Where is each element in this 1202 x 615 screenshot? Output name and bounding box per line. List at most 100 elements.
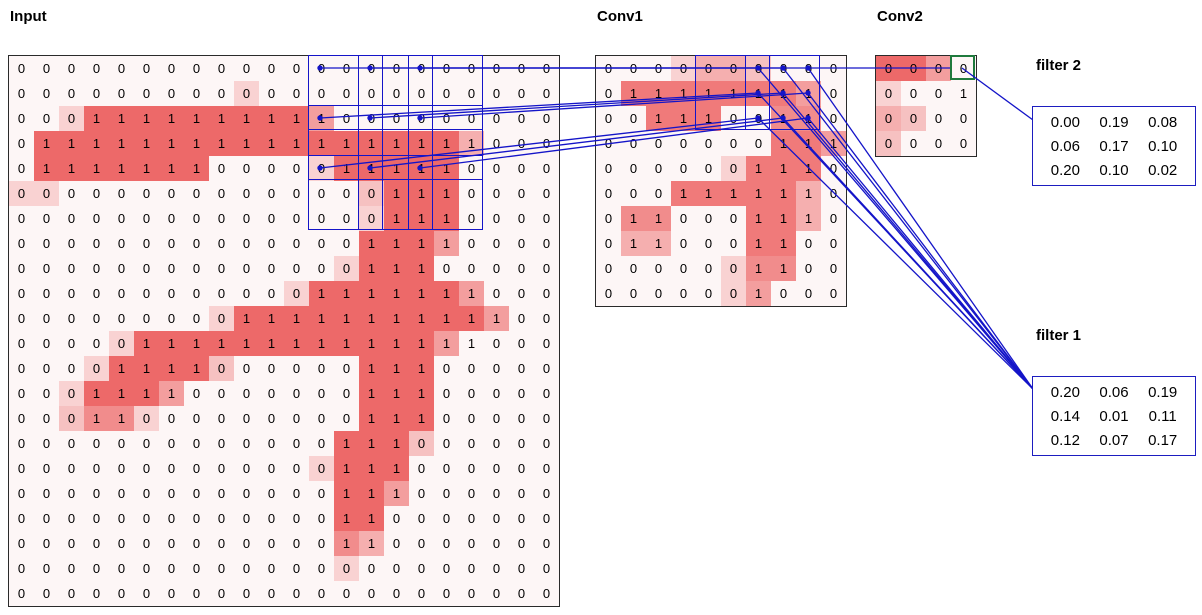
grid-cell: 0 [192, 561, 201, 576]
grid-cell: 0 [34, 181, 59, 206]
grid-cell: 0 [292, 86, 301, 101]
grid-cell: 0 [679, 161, 688, 176]
grid-cell: 0 [267, 236, 276, 251]
grid-cell: 0 [67, 361, 76, 376]
grid-cell: 1 [384, 281, 409, 306]
grid-cell: 0 [359, 206, 384, 231]
grid-cell: 0 [721, 56, 746, 81]
grid-cell: 1 [159, 356, 184, 381]
grid-cell: 1 [771, 106, 796, 131]
grid-cell: 0 [292, 436, 301, 451]
grid-cell: 0 [467, 61, 476, 76]
grid-cell: 1 [334, 281, 359, 306]
grid-cell: 0 [117, 486, 126, 501]
grid-cell: 1 [621, 231, 646, 256]
grid-cell: 1 [821, 131, 846, 156]
grid-cell: 0 [217, 161, 226, 176]
grid-cell: 0 [192, 211, 201, 226]
filter-value: 0.12 [1050, 431, 1080, 449]
grid-cell: 1 [134, 131, 159, 156]
grid-cell: 1 [34, 156, 59, 181]
grid-cell: 0 [829, 261, 838, 276]
grid-cell: 1 [109, 406, 134, 431]
grid-cell: 0 [117, 286, 126, 301]
grid-cell: 0 [604, 61, 613, 76]
grid-cell: 1 [434, 131, 459, 156]
grid-cell: 0 [467, 461, 476, 476]
grid-cell: 1 [259, 306, 284, 331]
grid-cell: 0 [317, 511, 326, 526]
grid-cell: 0 [292, 261, 301, 276]
grid-cell: 0 [217, 236, 226, 251]
grid-cell: 0 [467, 111, 476, 126]
grid-cell: 1 [309, 131, 334, 156]
grid-cell: 0 [117, 236, 126, 251]
grid-cell: 1 [434, 306, 459, 331]
grid-cell: 0 [317, 586, 326, 601]
grid-cell: 0 [442, 536, 451, 551]
grid-cell: 0 [309, 156, 334, 181]
grid-cell: 0 [67, 236, 76, 251]
filter-value: 0.14 [1050, 407, 1080, 425]
grid-cell: 1 [467, 336, 476, 351]
grid-cell: 1 [359, 406, 384, 431]
grid-cell: 1 [409, 406, 434, 431]
filter-value: 0.20 [1050, 383, 1080, 401]
grid-cell: 0 [117, 61, 126, 76]
grid-cell: 0 [267, 361, 276, 376]
grid-cell: 0 [167, 186, 176, 201]
filter2-title: filter 2 [1036, 57, 1082, 74]
grid-cell: 0 [517, 336, 526, 351]
grid-cell: 1 [184, 331, 209, 356]
grid-cell: 1 [434, 231, 459, 256]
grid-cell: 1 [384, 431, 409, 456]
grid-cell: 1 [184, 156, 209, 181]
grid-cell: 1 [234, 131, 259, 156]
grid-cell: 1 [109, 106, 134, 131]
grid-cell: 0 [67, 436, 76, 451]
grid-cell: 0 [517, 111, 526, 126]
grid-cell: 0 [442, 486, 451, 501]
grid-cell: 1 [796, 81, 821, 106]
grid-cell: 1 [746, 181, 771, 206]
grid-cell: 0 [342, 211, 351, 226]
grid-cell: 0 [367, 86, 376, 101]
filter-value: 0.19 [1099, 113, 1129, 131]
filter-value: 0.06 [1050, 137, 1080, 155]
grid-cell: 1 [259, 331, 284, 356]
grid-cell: 0 [267, 561, 276, 576]
grid-cell: 0 [117, 461, 126, 476]
grid-cell: 0 [92, 561, 101, 576]
grid-cell: 0 [417, 486, 426, 501]
grid-cell: 1 [159, 106, 184, 131]
grid-cell: 0 [17, 586, 26, 601]
grid-cell: 1 [359, 331, 384, 356]
grid-cell: 0 [654, 161, 663, 176]
grid-cell: 0 [17, 386, 26, 401]
grid-cell: 0 [517, 386, 526, 401]
grid-cell: 0 [109, 331, 134, 356]
grid-cell: 0 [467, 511, 476, 526]
grid-cell: 0 [829, 286, 838, 301]
grid-cell: 0 [42, 311, 51, 326]
grid-cell: 0 [679, 211, 688, 226]
grid-cell: 0 [242, 586, 251, 601]
grid-cell: 0 [517, 211, 526, 226]
grid-cell: 0 [392, 586, 401, 601]
grid-cell: 1 [59, 131, 84, 156]
grid-cell: 0 [17, 411, 26, 426]
grid-cell: 1 [696, 181, 721, 206]
filter-value: 0.17 [1099, 137, 1129, 155]
grid-cell: 0 [679, 236, 688, 251]
grid-cell: 1 [84, 406, 109, 431]
grid-cell: 1 [671, 81, 696, 106]
grid-cell: 1 [109, 356, 134, 381]
grid-cell: 0 [367, 61, 376, 76]
grid-cell: 0 [92, 211, 101, 226]
grid-cell: 0 [17, 486, 26, 501]
grid-cell: 1 [771, 131, 796, 156]
grid-cell: 1 [134, 356, 159, 381]
grid-cell: 0 [42, 111, 51, 126]
grid-cell: 0 [67, 286, 76, 301]
grid-cell: 0 [829, 86, 838, 101]
